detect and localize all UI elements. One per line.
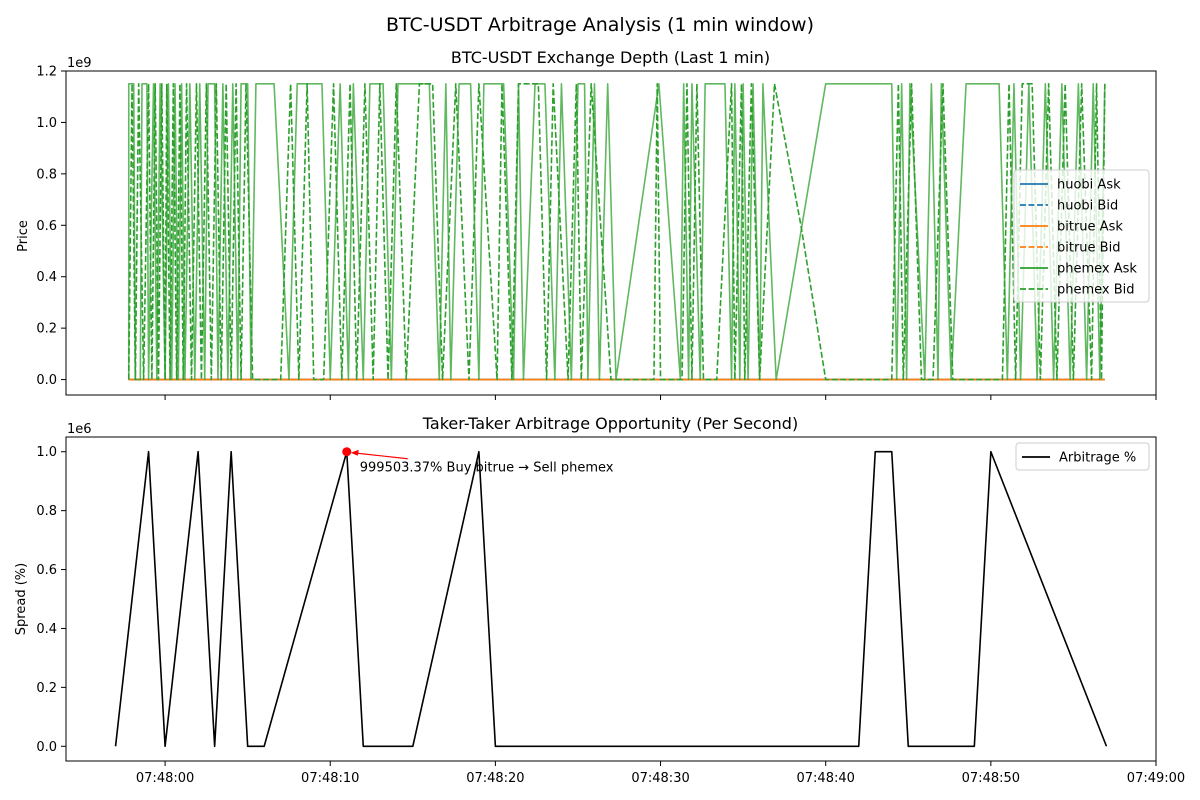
legend-label-huobi-ask: huobi Ask bbox=[1057, 178, 1121, 193]
depth-chart-title: BTC-USDT Exchange Depth (Last 1 min) bbox=[451, 48, 770, 67]
legend-label-phemex-ask: phemex Ask bbox=[1057, 262, 1137, 277]
arbitrage-plot-area bbox=[114, 450, 1108, 748]
arbitrage-annotation: 999503.37% Buy bitrue → Sell phemex bbox=[342, 447, 614, 476]
arbitrage-x-tick-label: 07:48:00 bbox=[136, 771, 194, 786]
arbitrage-y-offset-text: 1e6 bbox=[67, 422, 92, 437]
depth-y-tick-label: 0.0 bbox=[36, 373, 57, 388]
legend-label-huobi-bid: huobi Bid bbox=[1057, 199, 1118, 214]
arbitrage-series-arbitrage bbox=[114, 450, 1108, 748]
legend-label-bitrue-bid: bitrue Bid bbox=[1057, 241, 1120, 256]
depth-y-axis-label: Price bbox=[16, 220, 31, 252]
arbitrage-x-tick-label: 07:48:50 bbox=[962, 771, 1020, 786]
arbitrage-x-tick-label: 07:49:00 bbox=[1127, 771, 1185, 786]
arbitrage-y-axis-label: Spread (%) bbox=[14, 563, 29, 635]
legend-label-arbitrage: Arbitrage % bbox=[1059, 451, 1136, 466]
depth-y-tick-label: 1.0 bbox=[36, 116, 57, 131]
arbitrage-y-tick-label: 0.2 bbox=[36, 681, 57, 696]
depth-series-lines bbox=[127, 83, 1106, 381]
depth-y-tick-label: 1.2 bbox=[36, 65, 57, 80]
figure-suptitle: BTC-USDT Arbitrage Analysis (1 min windo… bbox=[386, 14, 814, 36]
depth-plot-area bbox=[127, 83, 1106, 381]
depth-panel: BTC-USDT Exchange Depth (Last 1 min) 1e9… bbox=[16, 48, 1157, 400]
arbitrage-y-tick-label: 0.4 bbox=[36, 622, 57, 637]
depth-legend-box bbox=[1013, 169, 1150, 303]
annotation-text: 999503.37% Buy bitrue → Sell phemex bbox=[360, 461, 614, 476]
depth-y-tick-label: 0.2 bbox=[36, 322, 57, 337]
arbitrage-y-tick-label: 1.0 bbox=[36, 445, 57, 460]
legend-label-phemex-bid: phemex Bid bbox=[1057, 283, 1135, 298]
arbitrage-axes-frame bbox=[65, 436, 1157, 762]
annotation-arrow bbox=[352, 452, 408, 460]
arbitrage-y-tick-label: 0.0 bbox=[36, 740, 57, 755]
depth-axes-frame bbox=[65, 70, 1157, 396]
arbitrage-y-ticks: 0.0 0.2 0.4 0.6 0.8 1.0 bbox=[36, 445, 66, 755]
legend-label-bitrue-ask: bitrue Ask bbox=[1057, 220, 1123, 235]
arbitrage-x-ticks: 07:48:00 07:48:10 07:48:20 07:48:30 07:48:40… bbox=[136, 761, 1185, 786]
depth-legend: huobi Ask huobi Bid bitrue Ask bitrue Bid ph… bbox=[1013, 169, 1150, 303]
depth-x-ticks bbox=[164, 395, 1157, 400]
annotation-marker bbox=[342, 447, 352, 457]
arbitrage-series-lines bbox=[114, 450, 1108, 748]
arbitrage-x-tick-label: 07:48:20 bbox=[466, 771, 524, 786]
arbitrage-legend-box bbox=[1015, 442, 1150, 471]
arbitrage-x-tick-label: 07:48:40 bbox=[797, 771, 855, 786]
depth-y-tick-label: 0.4 bbox=[36, 270, 57, 285]
arbitrage-chart-title: Taker-Taker Arbitrage Opportunity (Per S… bbox=[422, 414, 798, 433]
arbitrage-x-tick-label: 07:48:30 bbox=[631, 771, 689, 786]
annotation-arrowhead bbox=[350, 449, 359, 456]
arbitrage-y-tick-label: 0.8 bbox=[36, 504, 57, 519]
arbitrage-x-tick-label: 07:48:10 bbox=[301, 771, 359, 786]
depth-y-tick-label: 0.8 bbox=[36, 167, 57, 182]
arbitrage-panel: Taker-Taker Arbitrage Opportunity (Per S… bbox=[14, 414, 1185, 786]
depth-y-offset-text: 1e9 bbox=[67, 56, 92, 71]
depth-series-phemex-bid bbox=[127, 83, 1106, 381]
depth-y-ticks: 0.0 0.2 0.4 0.6 0.8 1.0 1.2 bbox=[36, 65, 66, 388]
depth-y-tick-label: 0.6 bbox=[36, 219, 57, 234]
arbitrage-y-tick-label: 0.6 bbox=[36, 563, 57, 578]
arbitrage-legend: Arbitrage % bbox=[1015, 442, 1150, 471]
